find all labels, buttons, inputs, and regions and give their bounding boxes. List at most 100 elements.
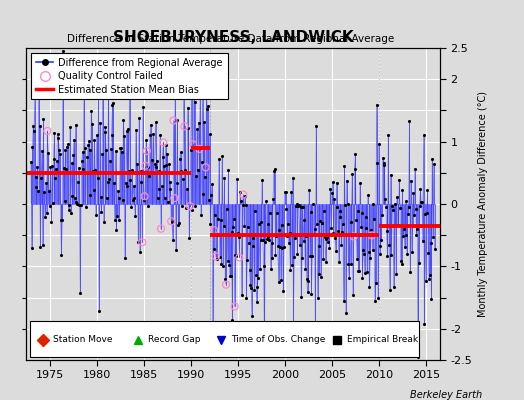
- Point: [255, 221, 263, 227]
- Point: [80, 59, 89, 66]
- Point: [105, 176, 114, 182]
- Point: [230, 216, 238, 223]
- Point: [242, 294, 250, 301]
- Point: [352, 217, 361, 223]
- Point: [342, 310, 350, 316]
- Point: [35, 82, 43, 88]
- Point: [346, 261, 355, 268]
- Point: [398, 187, 407, 193]
- Point: [98, 151, 106, 157]
- FancyBboxPatch shape: [30, 321, 419, 357]
- Point: [175, 220, 183, 226]
- Point: [350, 233, 358, 240]
- Point: [373, 102, 381, 108]
- Point: [222, 282, 230, 288]
- Point: [181, 166, 190, 173]
- Text: Empirical Break: Empirical Break: [347, 335, 418, 344]
- Point: [90, 187, 98, 193]
- Point: [201, 174, 209, 180]
- Point: [101, 124, 110, 130]
- Point: [266, 210, 274, 216]
- Point: [90, 137, 99, 143]
- Point: [252, 272, 260, 278]
- Point: [202, 92, 211, 98]
- Point: [206, 221, 214, 228]
- Point: [91, 167, 100, 174]
- Point: [166, 179, 174, 185]
- Point: [311, 330, 320, 336]
- Point: [371, 298, 379, 304]
- Point: [253, 284, 261, 290]
- Point: [228, 317, 236, 323]
- Point: [66, 124, 74, 131]
- Point: [270, 168, 278, 175]
- Point: [318, 220, 326, 226]
- Point: [351, 166, 359, 172]
- Point: [375, 140, 383, 147]
- Point: [149, 131, 157, 137]
- Point: [71, 194, 79, 201]
- Point: [140, 193, 149, 200]
- Point: [223, 206, 231, 213]
- Point: [362, 225, 370, 232]
- Point: [239, 191, 247, 198]
- Point: [235, 254, 244, 261]
- Point: [94, 80, 103, 86]
- Point: [365, 284, 374, 290]
- Point: [162, 162, 171, 169]
- Point: [282, 206, 291, 212]
- Point: [137, 168, 146, 174]
- Point: [63, 144, 71, 150]
- Point: [396, 205, 404, 211]
- Point: [155, 186, 163, 192]
- Point: [113, 212, 121, 219]
- Point: [424, 250, 432, 256]
- Point: [329, 230, 337, 236]
- Point: [405, 118, 413, 124]
- Point: [323, 234, 331, 240]
- Point: [285, 240, 293, 246]
- Point: [349, 291, 357, 298]
- Point: [118, 197, 127, 204]
- Point: [172, 180, 181, 186]
- Point: [85, 138, 93, 144]
- Point: [30, 93, 39, 100]
- Point: [250, 287, 258, 294]
- Point: [57, 217, 65, 223]
- Point: [265, 237, 274, 244]
- Point: [130, 195, 138, 201]
- Point: [158, 183, 166, 189]
- Point: [38, 148, 46, 154]
- Point: [27, 245, 36, 251]
- Point: [212, 253, 220, 260]
- Point: [47, 219, 56, 225]
- Point: [372, 280, 380, 287]
- Point: [115, 195, 124, 201]
- Point: [150, 170, 158, 176]
- Text: Station Move: Station Move: [53, 335, 113, 344]
- Point: [416, 203, 424, 210]
- Point: [35, 123, 43, 129]
- Point: [259, 263, 268, 269]
- Point: [430, 161, 438, 167]
- Point: [238, 202, 247, 208]
- Point: [143, 148, 151, 154]
- Point: [237, 198, 245, 204]
- Point: [190, 90, 198, 97]
- Point: [383, 228, 391, 234]
- Point: [419, 132, 428, 138]
- Y-axis label: Monthly Temperature Anomaly Difference (°C): Monthly Temperature Anomaly Difference (…: [478, 91, 488, 317]
- Point: [209, 245, 217, 252]
- Point: [194, 167, 202, 174]
- Point: [286, 229, 294, 236]
- Point: [192, 172, 201, 179]
- Point: [256, 219, 265, 225]
- Point: [330, 196, 339, 202]
- Point: [302, 276, 311, 282]
- Point: [307, 291, 315, 297]
- Point: [278, 245, 287, 251]
- Point: [403, 251, 411, 257]
- Point: [320, 208, 328, 214]
- Point: [64, 207, 73, 213]
- Point: [405, 204, 413, 210]
